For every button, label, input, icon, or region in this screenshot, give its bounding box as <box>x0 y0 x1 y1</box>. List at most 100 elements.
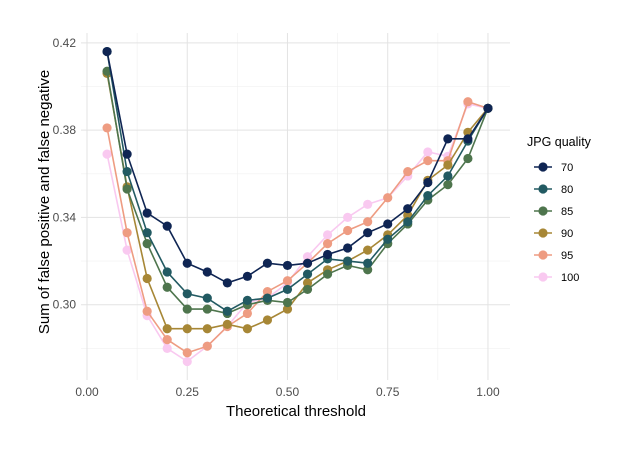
data-point-95 <box>262 287 273 297</box>
data-point-95 <box>403 166 413 177</box>
data-point-95 <box>242 308 252 319</box>
data-point-85 <box>162 282 172 292</box>
data-point-70 <box>242 271 252 281</box>
data-point-80 <box>222 306 232 316</box>
data-point-85 <box>202 304 212 314</box>
data-point-80 <box>122 166 132 177</box>
data-point-100 <box>363 199 373 209</box>
data-point-100 <box>322 230 333 240</box>
x-tick-label: 0.00 <box>75 385 99 399</box>
legend-label: 80 <box>561 184 573 196</box>
data-point-80 <box>202 293 212 303</box>
data-point-90 <box>242 324 252 334</box>
data-point-95 <box>162 335 172 345</box>
data-point-70 <box>162 221 172 231</box>
data-point-80 <box>423 190 433 201</box>
series-line-70 <box>106 51 489 284</box>
legend-label: 95 <box>561 250 573 262</box>
data-point-100 <box>162 343 172 353</box>
data-point-80 <box>383 234 393 244</box>
data-point-70 <box>363 228 373 238</box>
data-point-95 <box>182 348 192 358</box>
data-point-100 <box>182 356 192 367</box>
data-point-85 <box>302 284 313 295</box>
data-point-95 <box>102 123 112 133</box>
data-point-95 <box>142 306 152 316</box>
data-point-95 <box>343 225 353 236</box>
legend-item-90: 90 <box>534 228 573 240</box>
data-point-100 <box>423 147 433 157</box>
data-point-90 <box>202 324 212 334</box>
data-point-70 <box>483 103 493 113</box>
data-point-95 <box>423 156 433 166</box>
data-point-85 <box>322 269 333 279</box>
data-point-70 <box>282 260 293 271</box>
data-point-95 <box>383 193 393 203</box>
data-point-95 <box>282 276 293 286</box>
y-axis-title: Sum of false positive and false negative <box>36 70 53 334</box>
x-tick-label: 1.00 <box>476 385 500 399</box>
data-point-100 <box>102 149 112 159</box>
data-point-100 <box>122 245 132 255</box>
data-point-95 <box>463 97 473 107</box>
legend-key-point <box>538 206 548 216</box>
data-point-70 <box>222 278 232 288</box>
data-point-70 <box>343 243 353 253</box>
legend-label: 90 <box>561 228 573 240</box>
legend-label: 85 <box>561 206 573 218</box>
x-tick-label: 0.25 <box>176 385 200 399</box>
data-point-80 <box>302 269 313 279</box>
data-point-70 <box>122 149 132 159</box>
series-85 <box>102 66 493 319</box>
legend-key-point <box>538 162 548 172</box>
legend-item-80: 80 <box>534 184 573 196</box>
data-point-90 <box>363 245 373 255</box>
data-point-80 <box>282 284 293 295</box>
data-point-85 <box>282 297 293 308</box>
legend-key-point <box>538 250 548 260</box>
series-layer <box>102 46 493 367</box>
data-point-85 <box>122 184 132 194</box>
data-point-85 <box>182 304 192 314</box>
series-90 <box>102 68 493 334</box>
tick-layer: 0.00 0.25 0.50 0.75 1.00 0.30 0.34 0.38 0.42 <box>53 36 500 399</box>
legend-label: 70 <box>561 162 573 174</box>
data-point-90 <box>262 315 273 325</box>
data-point-70 <box>262 258 273 268</box>
data-point-80 <box>363 258 373 268</box>
data-point-80 <box>262 293 273 303</box>
data-point-95 <box>322 239 333 249</box>
legend: JPG quality 70 80 85 90 95 100 <box>527 135 592 284</box>
legend-item-85: 85 <box>534 206 573 218</box>
data-point-70 <box>383 219 393 229</box>
data-point-90 <box>302 278 313 288</box>
data-point-85 <box>443 180 453 190</box>
series-70 <box>102 46 493 288</box>
data-point-70 <box>403 204 413 214</box>
series-95 <box>102 97 493 358</box>
legend-title: JPG quality <box>527 135 592 149</box>
legend-item-100: 100 <box>534 272 579 284</box>
y-tick-label: 0.38 <box>53 123 77 137</box>
data-point-100 <box>343 212 353 223</box>
series-line-85 <box>106 71 489 315</box>
y-tick-label: 0.42 <box>53 36 77 50</box>
data-point-80 <box>443 171 453 181</box>
data-point-70 <box>322 249 333 260</box>
data-point-70 <box>443 134 453 144</box>
legend-key-point <box>538 272 548 282</box>
data-point-70 <box>202 267 212 277</box>
data-point-80 <box>242 295 252 305</box>
data-point-80 <box>182 289 192 299</box>
data-point-80 <box>142 228 152 238</box>
legend-key-point <box>538 228 548 238</box>
data-point-70 <box>423 177 433 188</box>
data-point-80 <box>162 267 172 277</box>
data-point-95 <box>202 341 212 351</box>
legend-key-point <box>538 184 548 194</box>
y-tick-label: 0.30 <box>53 298 77 312</box>
grid-layer <box>81 33 510 380</box>
legend-item-95: 95 <box>534 250 573 262</box>
data-point-90 <box>182 324 192 334</box>
